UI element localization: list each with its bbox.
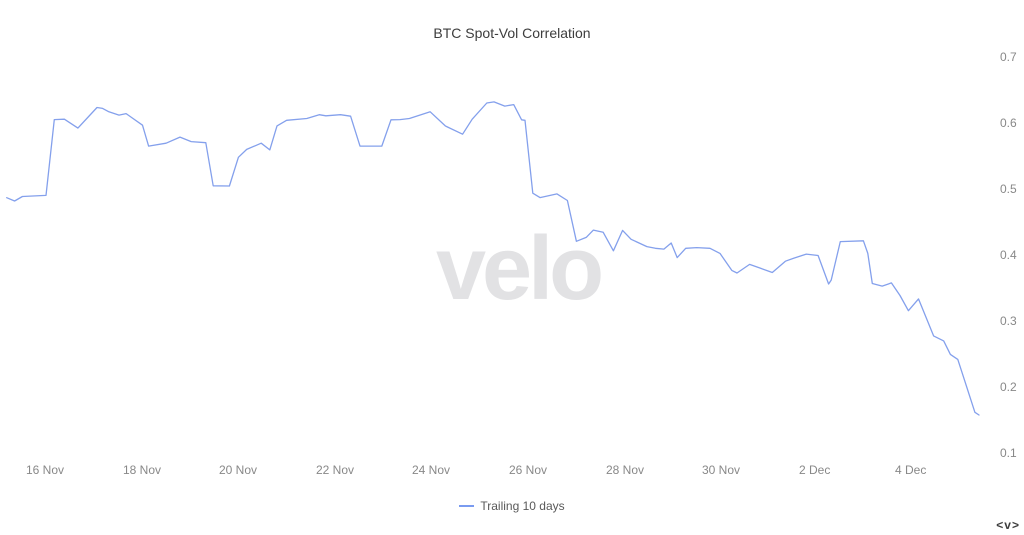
svg-text:2 Dec: 2 Dec	[799, 463, 830, 477]
svg-text:24 Nov: 24 Nov	[412, 463, 450, 477]
svg-text:0.5: 0.5	[1000, 182, 1017, 196]
svg-text:26 Nov: 26 Nov	[509, 463, 547, 477]
svg-text:0.4: 0.4	[1000, 248, 1017, 262]
svg-text:0.3: 0.3	[1000, 314, 1017, 328]
svg-text:16 Nov: 16 Nov	[26, 463, 64, 477]
svg-text:20 Nov: 20 Nov	[219, 463, 257, 477]
svg-text:18 Nov: 18 Nov	[123, 463, 161, 477]
svg-text:0.6: 0.6	[1000, 116, 1017, 130]
svg-text:28 Nov: 28 Nov	[606, 463, 644, 477]
svg-text:0.2: 0.2	[1000, 380, 1017, 394]
svg-text:0.7: 0.7	[1000, 50, 1017, 64]
svg-text:30 Nov: 30 Nov	[702, 463, 740, 477]
svg-text:0.1: 0.1	[1000, 446, 1017, 460]
svg-text:4 Dec: 4 Dec	[895, 463, 926, 477]
svg-text:22 Nov: 22 Nov	[316, 463, 354, 477]
